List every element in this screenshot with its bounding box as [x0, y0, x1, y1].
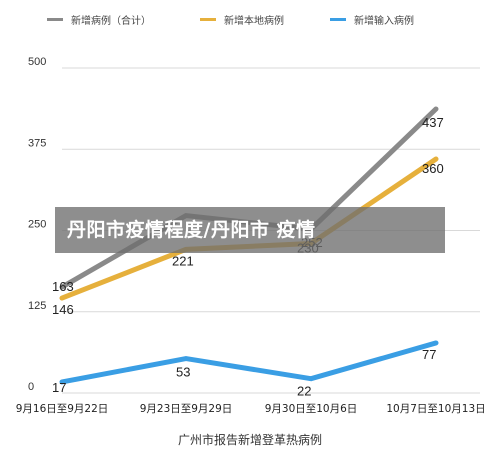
legend-swatch-local [200, 18, 216, 21]
x-tick-label: 10月7日至10月13日 [386, 403, 485, 415]
legend-item-total: 新增病例（合计） [47, 12, 151, 27]
legend-swatch-imported [330, 18, 346, 21]
data-label: 437 [422, 115, 444, 130]
data-label: 17 [52, 380, 66, 395]
x-axis-label: 广州市报告新增登革热病例 [178, 432, 322, 447]
x-tick-label: 9月23日至9月29日 [140, 403, 233, 415]
data-label: 221 [172, 253, 194, 268]
x-tick-label: 9月30日至10月6日 [265, 403, 358, 415]
y-tick-label: 0 [28, 381, 34, 393]
series-line [59, 340, 439, 385]
legend-label-local: 新增本地病例 [224, 16, 284, 27]
y-tick-label: 375 [28, 137, 46, 149]
chart-legend: 新增病例（合计） 新增本地病例 新增输入病例 [0, 12, 500, 32]
data-label: 163 [52, 279, 74, 294]
watermark-banner: 丹阳市疫情程度/丹阳市 疫情 [55, 207, 445, 253]
data-label: 53 [176, 365, 190, 380]
data-label: 22 [297, 384, 311, 399]
legend-swatch-total [47, 18, 63, 21]
y-tick-label: 125 [28, 300, 46, 312]
legend-label-imported: 新增输入病例 [354, 16, 414, 27]
data-label: 146 [52, 302, 74, 317]
legend-label-total: 新增病例（合计） [71, 16, 151, 27]
data-label: 360 [422, 161, 444, 176]
data-label: 77 [422, 347, 436, 362]
y-tick-label: 250 [28, 219, 46, 231]
y-tick-label: 500 [28, 56, 46, 68]
legend-item-imported: 新增输入病例 [330, 12, 414, 27]
x-tick-label: 9月16日至9月22日 [16, 403, 109, 415]
legend-item-local: 新增本地病例 [200, 12, 284, 27]
